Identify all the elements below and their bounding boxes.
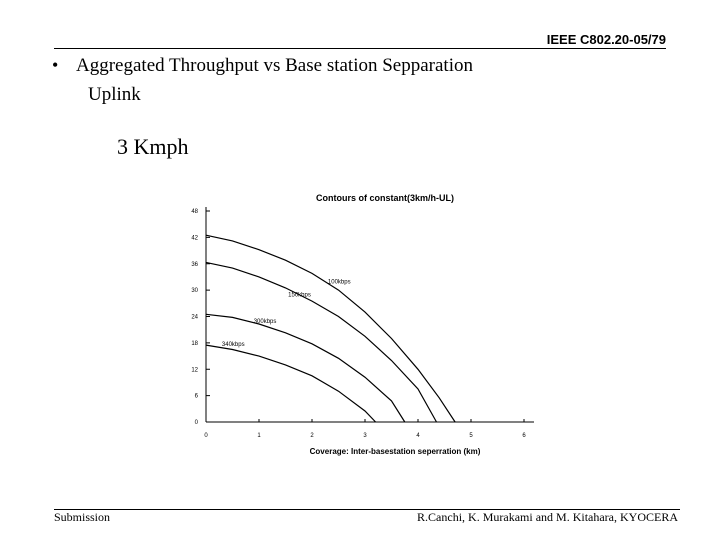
speed-label: 3 Kmph xyxy=(117,134,189,159)
x-tick-label: 1 xyxy=(257,433,261,439)
x-tick-label: 5 xyxy=(469,433,473,439)
y-tick-label: 12 xyxy=(191,367,198,373)
chart-title: Contours of constant(3km/h-UL) xyxy=(316,193,454,203)
x-tick-label: 4 xyxy=(416,433,420,439)
y-tick-label: 18 xyxy=(191,341,198,347)
series-label-100kbps: 100kbps xyxy=(328,280,351,286)
y-tick-label: 0 xyxy=(195,420,199,426)
y-tick-label: 48 xyxy=(191,209,198,215)
series-line-340kbps xyxy=(205,344,377,423)
series-label-340kbps: 340kbps xyxy=(222,342,245,348)
y-tick-label: 36 xyxy=(191,262,198,268)
series-label-300kbps: 300kbps xyxy=(254,319,277,325)
x-tick-label: 2 xyxy=(310,433,314,439)
slide-title: Aggregated Throughput vs Base station Se… xyxy=(76,55,473,76)
footer-authors: R.Canchi, K. Murakami and M. Kitahara, K… xyxy=(417,510,678,524)
y-tick-label: 42 xyxy=(191,235,198,241)
x-tick-label: 0 xyxy=(204,433,208,439)
series-line-300kbps xyxy=(205,313,406,423)
y-tick-label: 30 xyxy=(191,288,198,294)
header-rule xyxy=(54,48,666,49)
bullet-mark: • xyxy=(52,55,59,75)
x-axis-label: Coverage: Inter-basestation seperration … xyxy=(310,447,481,456)
footer-rule xyxy=(54,509,680,510)
document-code: IEEE C802.20-05/79 xyxy=(546,32,666,47)
series-line-100kbps xyxy=(205,234,456,423)
x-tick-label: 3 xyxy=(363,433,367,439)
footer-submission: Submission xyxy=(54,510,111,524)
slide-subtitle: Uplink xyxy=(88,84,141,105)
series-line-150kbps xyxy=(205,261,438,423)
y-tick-label: 6 xyxy=(195,394,199,400)
series-label-150kbps: 150kbps xyxy=(288,293,311,299)
chart-series: 100kbps 150kbps 300kbps 340kbps xyxy=(205,234,456,423)
y-tick-label: 24 xyxy=(191,315,198,321)
x-tick-label: 6 xyxy=(522,433,526,439)
